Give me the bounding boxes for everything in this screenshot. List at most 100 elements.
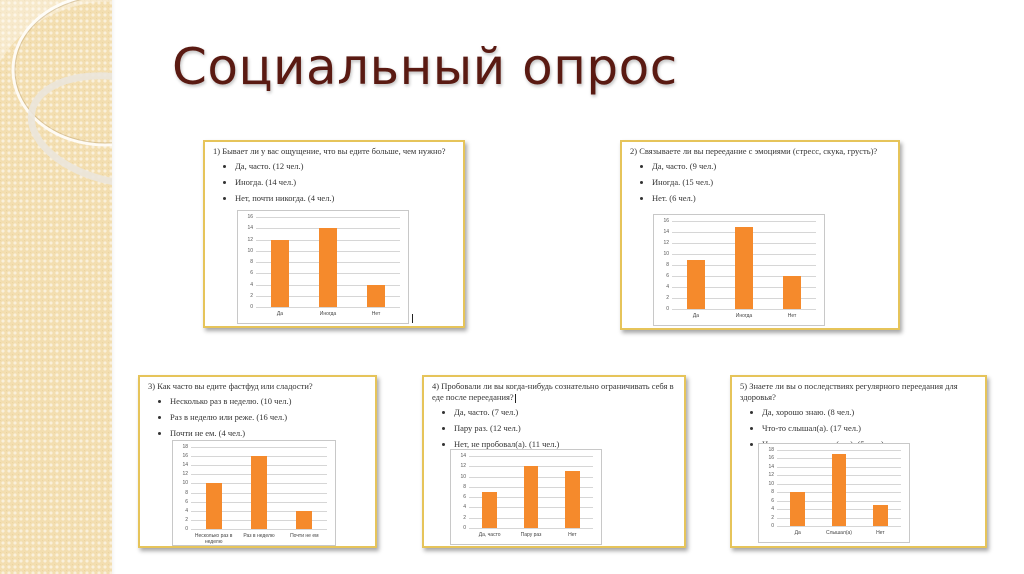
x-tick-label: Нет (371, 311, 381, 317)
answer-item: Иногда. (14 чел.) (235, 177, 455, 188)
survey-card-3: 3) Как часто вы едите фастфуд или сладос… (138, 375, 377, 548)
slide-title: Социальный опрос (172, 38, 678, 96)
answer-item: Раз в неделю или реже. (16 чел.) (170, 412, 367, 423)
y-tick-label: 8 (185, 489, 188, 496)
y-tick-label: 14 (182, 462, 188, 469)
y-tick-label: 8 (666, 262, 669, 268)
survey-card-5: 5) Знаете ли вы о последствиях регулярно… (730, 375, 987, 548)
bar (523, 466, 539, 528)
y-tick-label: 16 (768, 455, 774, 462)
bar (367, 284, 385, 307)
bar (271, 239, 289, 307)
plot-area (777, 450, 901, 527)
x-tick-label: Да (692, 313, 700, 319)
y-tick-label: 6 (185, 498, 188, 505)
answer-item: Пару раз. (12 чел.) (454, 423, 676, 434)
answer-list: Да, часто. (7 чел.) Пару раз. (12 чел.) … (432, 407, 676, 450)
y-tick-label: 0 (463, 525, 466, 531)
y-tick-label: 2 (185, 516, 188, 523)
y-tick-label: 12 (663, 240, 669, 246)
y-tick-label: 2 (666, 295, 669, 301)
bar (296, 510, 313, 529)
gridline (256, 217, 400, 218)
y-tick-label: 10 (460, 473, 466, 480)
y-tick-label: 16 (247, 214, 253, 220)
y-tick-label: 6 (771, 497, 774, 504)
bar (872, 504, 888, 526)
bar (735, 226, 753, 309)
bar-chart-2: 0 2 4 6 8 10 12 14 16 Да Иногда Нет (653, 214, 825, 326)
bar (319, 228, 337, 307)
y-tick-label: 0 (250, 304, 253, 310)
gridline (469, 456, 593, 457)
text-cursor (412, 314, 413, 323)
y-tick-label: 16 (663, 218, 669, 224)
y-tick-label: 8 (250, 259, 253, 265)
y-tick-label: 4 (463, 504, 466, 511)
gridline (777, 450, 901, 451)
y-tick-label: 12 (247, 236, 253, 243)
question-text: 5) Знаете ли вы о последствиях регулярно… (740, 381, 958, 402)
x-tick-label: Да (276, 311, 284, 317)
answer-item: Да, хорошо знаю. (8 чел.) (762, 407, 977, 418)
bar (790, 492, 806, 526)
y-tick-label: 4 (185, 507, 188, 514)
y-tick-label: 10 (182, 480, 188, 487)
gridline (672, 221, 816, 222)
y-tick-label: 16 (182, 453, 188, 460)
bar-chart-3: 0 2 4 6 8 10 12 14 16 18 Несколько раз в неделю Раз… (172, 440, 336, 546)
y-tick-label: 10 (663, 251, 669, 257)
bar-chart-5: 0 2 4 6 8 10 12 14 16 18 Да Слышал(а) Нет (758, 443, 910, 543)
y-tick-label: 4 (771, 506, 774, 513)
plot-area (256, 217, 400, 308)
x-tick-label: Иногда (735, 313, 753, 319)
y-tick-label: 6 (250, 270, 253, 277)
survey-card-1: 1) Бывает ли у вас ощущение, что вы едит… (203, 140, 465, 328)
gridline (469, 528, 593, 529)
x-tick-label: Да (794, 530, 801, 536)
y-tick-label: 12 (460, 463, 466, 470)
x-tick-label: Почти не ем (290, 533, 319, 539)
question-text: 3) Как часто вы едите фастфуд или сладос… (148, 381, 313, 391)
answer-list: Несколько раз в неделю. (10 чел.) Раз в … (148, 396, 367, 439)
y-tick-label: 10 (768, 480, 774, 487)
bar-chart-1: 0 2 4 6 8 10 12 14 16 Да Иногда Нет (237, 210, 409, 324)
y-tick-label: 12 (768, 472, 774, 479)
survey-card-2: 2) Связываете ли вы переедание с эмоциям… (620, 140, 900, 330)
answer-item: Нет, не пробовал(а). (11 чел.) (454, 439, 676, 450)
y-tick-label: 2 (771, 514, 774, 521)
answer-item: Нет. (6 чел.) (652, 193, 890, 204)
answer-item: Да, часто. (12 чел.) (235, 161, 455, 172)
text-cursor (514, 393, 516, 403)
gridline (672, 309, 816, 310)
y-tick-label: 12 (182, 471, 188, 478)
survey-card-4: 4) Пробовали ли вы когда-нибудь сознател… (422, 375, 686, 548)
bar (564, 471, 580, 528)
decorative-rings-icon (0, 0, 112, 188)
answer-item: Что-то слышал(а). (17 чел.) (762, 423, 977, 434)
y-tick-label: 2 (463, 514, 466, 521)
y-tick-label: 0 (771, 523, 774, 529)
answer-item: Да, часто. (9 чел.) (652, 161, 890, 172)
x-tick-label: Иногда (319, 311, 337, 317)
bar (687, 259, 705, 309)
x-tick-label: Нет (876, 530, 885, 536)
y-tick-label: 14 (247, 225, 253, 232)
x-tick-label: Да, часто (478, 532, 501, 538)
y-tick-label: 8 (463, 483, 466, 490)
y-tick-label: 4 (666, 284, 669, 290)
y-tick-label: 14 (460, 453, 466, 459)
answer-item: Почти не ем. (4 чел.) (170, 428, 367, 439)
plot-area (191, 447, 327, 530)
question-text: 4) Пробовали ли вы когда-нибудь сознател… (432, 381, 674, 403)
bar (250, 456, 268, 529)
y-tick-label: 18 (768, 447, 774, 453)
x-tick-label: Нет (568, 532, 577, 538)
y-tick-label: 6 (463, 494, 466, 501)
y-tick-label: 6 (666, 273, 669, 279)
gridline (191, 529, 327, 530)
bar (482, 492, 498, 528)
decorative-side-band (0, 0, 112, 574)
y-tick-label: 14 (663, 229, 669, 235)
gridline (191, 447, 327, 448)
